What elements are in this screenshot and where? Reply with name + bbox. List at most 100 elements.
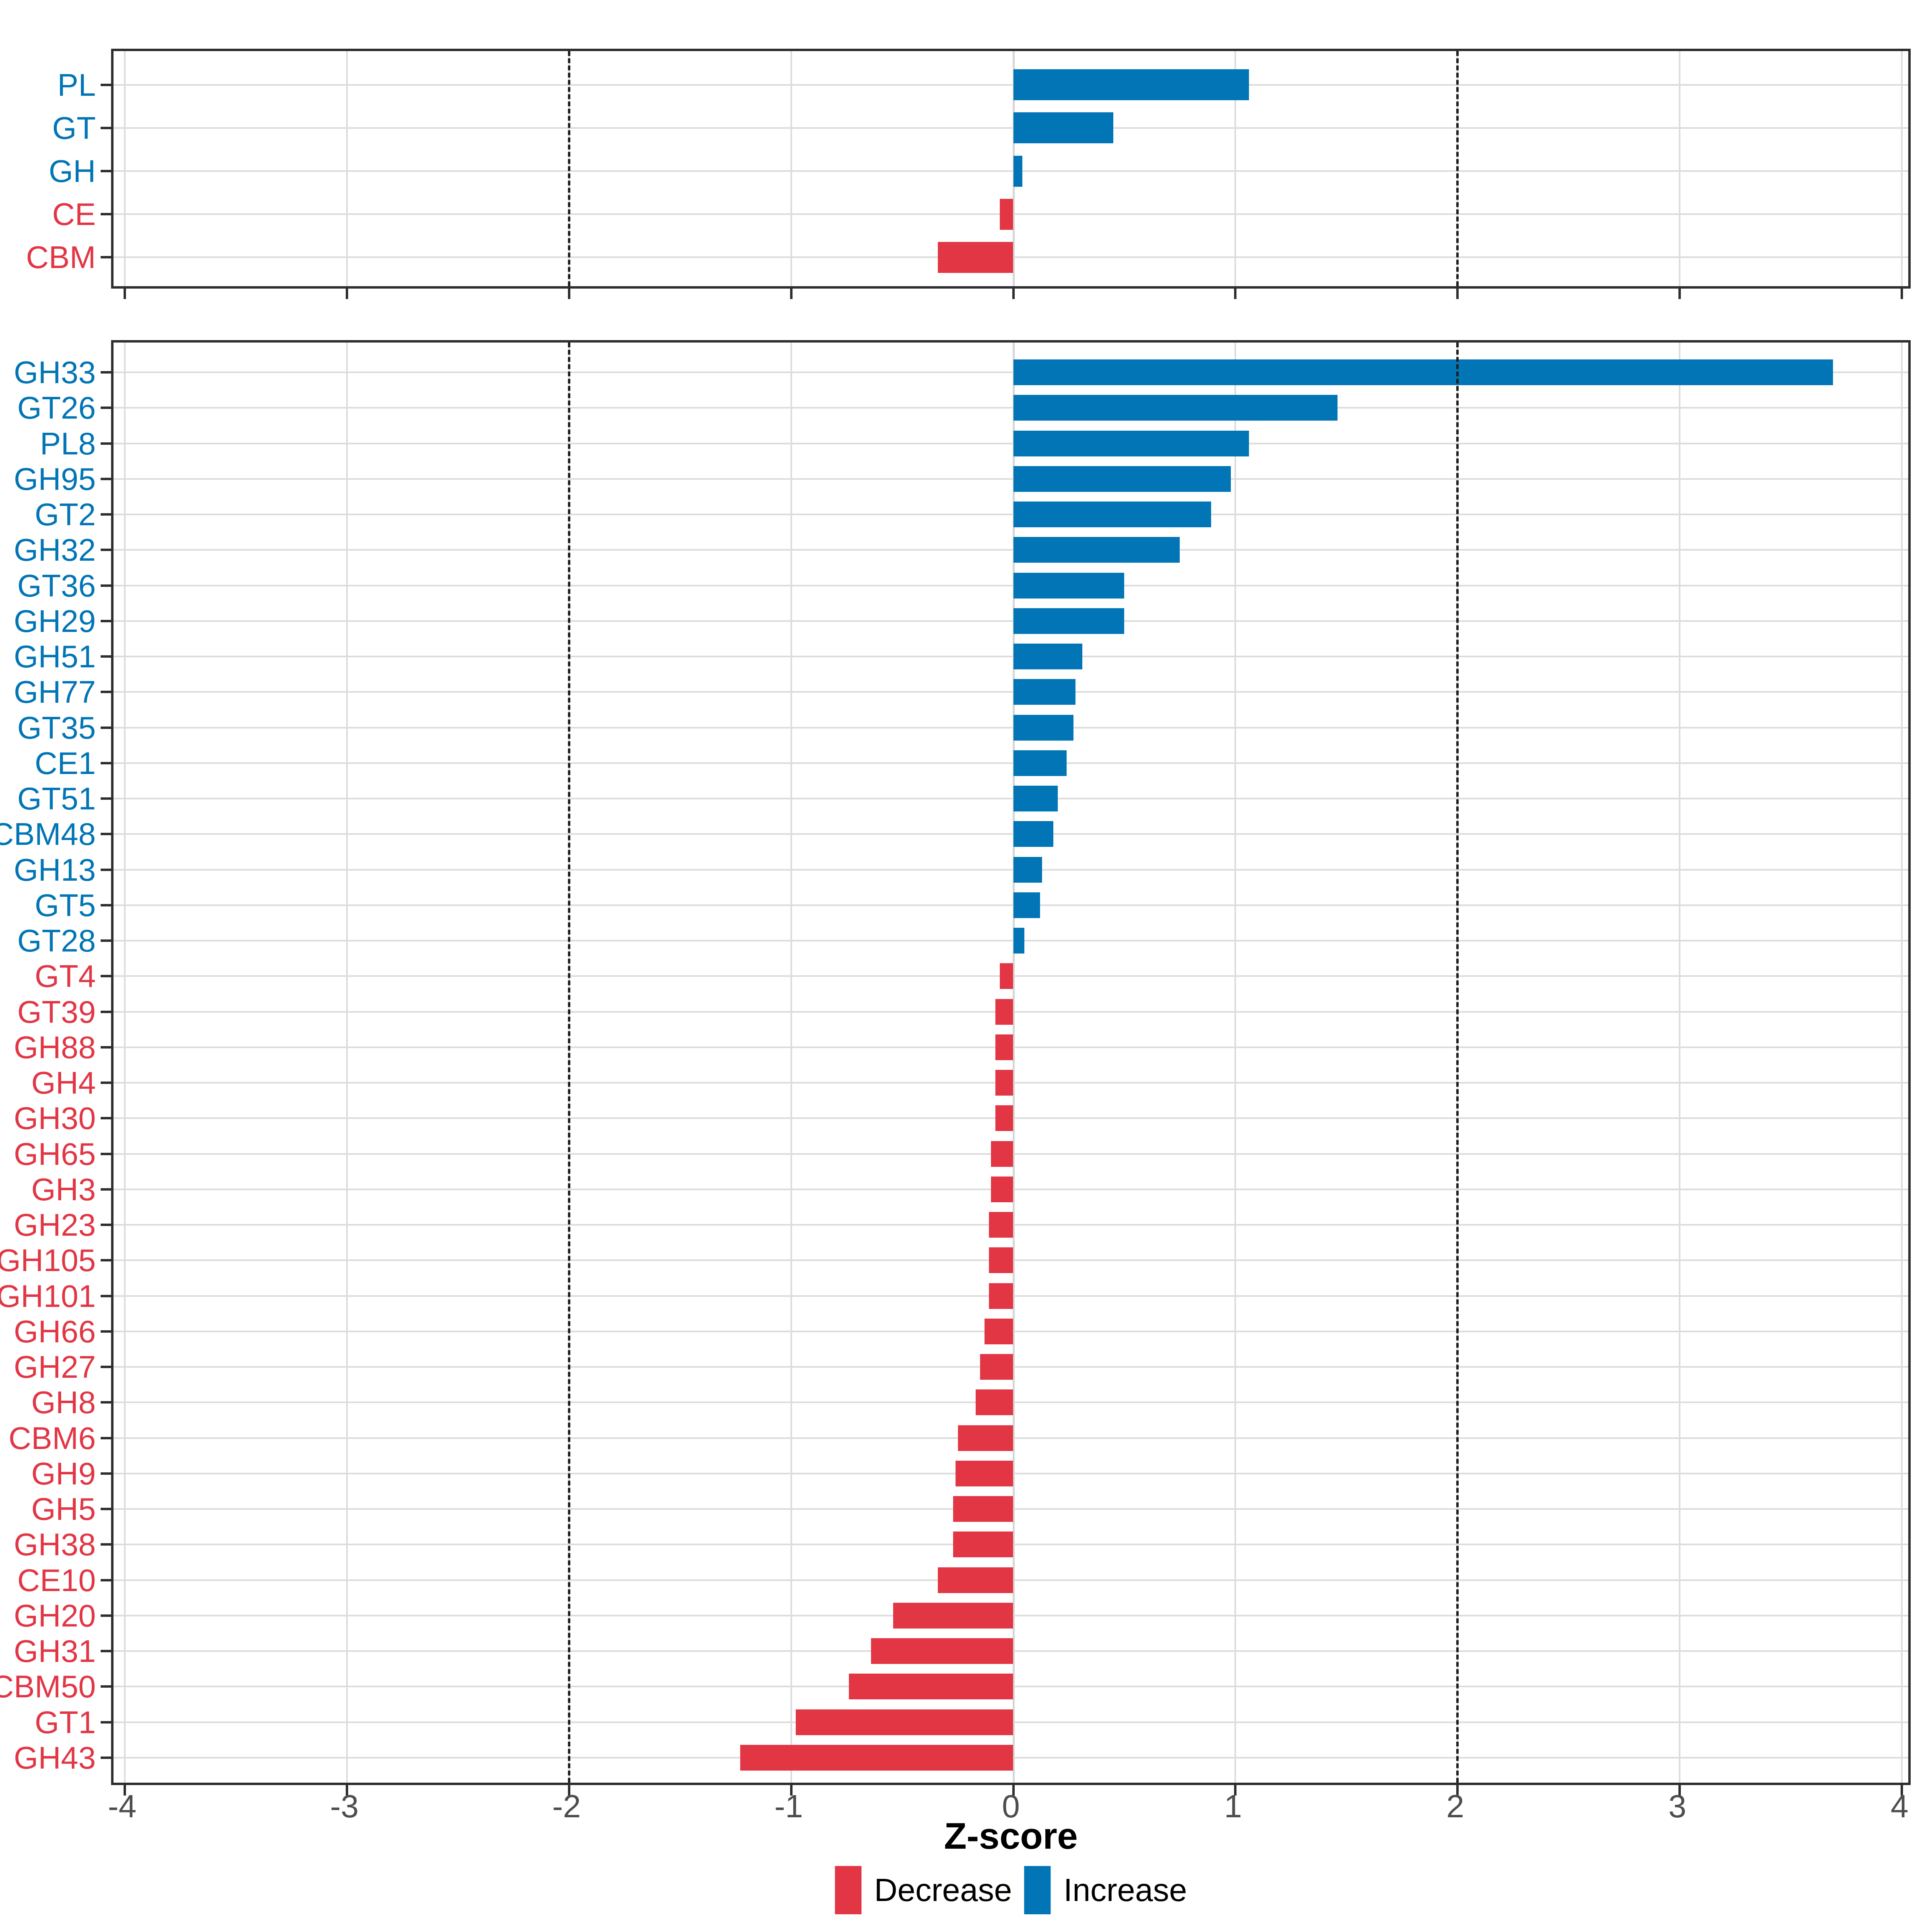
bar-CE1 [1013,750,1067,776]
category-label-CBM48: CBM48 [0,816,96,852]
v-gridline--1 [790,343,792,1783]
h-gridline [114,478,1908,480]
bar-GH95 [1013,466,1231,492]
category-label-PL8: PL8 [40,425,96,461]
legend-label-decrease: Decrease [874,1872,1012,1908]
bar-CE10 [937,1567,1013,1593]
x-tick-mark-3 [1678,289,1681,299]
h-gridline [114,584,1908,586]
y-tick-mark [101,1401,111,1404]
v-gridline-4 [1901,51,1903,286]
y-tick-mark [101,371,111,374]
h-gridline [114,727,1908,729]
bar-GH33 [1013,359,1833,386]
v-gridline--4 [124,51,126,286]
category-label-GT2: GT2 [35,497,96,533]
category-label-GH8: GH8 [31,1385,96,1420]
y-tick-mark [101,1756,111,1759]
y-tick-mark [101,1010,111,1013]
category-label-GH5: GH5 [31,1491,96,1527]
legend-swatch-increase [1024,1866,1051,1914]
legend-item-decrease: Decrease [834,1866,1012,1914]
bar-GH51 [1013,644,1082,670]
bar-GT28 [1013,928,1025,954]
bar-GH77 [1013,679,1076,705]
bar-GT35 [1013,714,1073,741]
x-tick-label-1: 1 [1224,1788,1242,1824]
panel-top: PL GT GH CE CBM [26,49,1911,299]
y-tick-mark [101,691,111,694]
x-tick-mark-3 [1678,1785,1681,1796]
x-tick-mark-1 [1234,1785,1237,1796]
bar-GH29 [1013,608,1125,634]
v-gridline-1 [1234,51,1236,286]
y-tick-mark [101,256,111,259]
bar-GH4 [995,1070,1013,1096]
h-gridline [114,762,1908,764]
category-label-GT36: GT36 [17,568,96,603]
category-label-CBM50: CBM50 [0,1669,96,1705]
bar-GH31 [871,1638,1013,1664]
bar-GT5 [1013,892,1040,918]
category-label-GH51: GH51 [14,639,96,675]
h-gridline [114,407,1908,409]
y-tick-mark [101,1294,111,1297]
x-tick-mark-2 [1456,289,1459,299]
category-label-GH101: GH101 [0,1278,96,1314]
y-tick-mark [101,1472,111,1475]
v-gridline-3 [1679,51,1681,286]
y-tick-mark [101,1259,111,1262]
y-tick-mark [101,655,111,658]
category-label-GH66: GH66 [14,1313,96,1349]
bar-CE [1000,198,1013,230]
bar-PL [1013,69,1249,101]
y-tick-mark [101,477,111,480]
x-tick-label-3: 3 [1668,1788,1686,1824]
y-tick-mark [101,170,111,172]
category-label-GH30: GH30 [14,1100,96,1136]
bar-GH38 [953,1532,1013,1558]
x-tick-mark--4 [123,289,126,299]
category-label-GH32: GH32 [14,532,96,568]
v-gridline--3 [346,343,348,1783]
bar-CBM6 [958,1425,1013,1451]
category-label-GH23: GH23 [14,1207,96,1243]
category-label-GH77: GH77 [14,674,96,710]
h-gridline [114,620,1908,622]
y-tick-mark [101,797,111,800]
x-tick-mark--4 [123,1785,126,1796]
x-tick-label-2: 2 [1446,1788,1464,1824]
h-gridline [114,656,1908,658]
x-tick-mark-0 [1012,1785,1015,1796]
bar-GH [1013,155,1022,187]
category-label-CBM: CBM [26,239,96,275]
category-label-GH33: GH33 [14,355,96,390]
category-label-GT39: GT39 [17,994,96,1030]
category-label-CE10: CE10 [17,1562,96,1598]
bar-GT26 [1013,395,1338,421]
h-gridline [114,84,1908,86]
bar-GH101 [989,1283,1013,1309]
y-tick-mark [101,1152,111,1155]
bar-GH32 [1013,537,1180,563]
y-tick-mark [101,1721,111,1724]
category-label-GH31: GH31 [14,1633,96,1669]
y-tick-mark [101,213,111,216]
bar-CBM [937,242,1013,273]
x-tick-label-0: 0 [1002,1788,1020,1824]
h-gridline [114,170,1908,172]
h-gridline [114,904,1908,906]
h-gridline [114,940,1908,942]
bar-GT [1013,112,1113,144]
category-label-GT4: GT4 [35,958,96,994]
v-gridline--3 [346,51,348,286]
v-gridline--1 [790,51,792,286]
y-tick-mark [101,939,111,942]
category-label-GH29: GH29 [14,603,96,639]
bar-GH8 [975,1389,1013,1416]
x-tick-label--1: -1 [774,1788,803,1824]
x-tick-mark-2 [1456,1785,1459,1796]
panel-bottom: GH33 GT26 PL8 GH95 GT2 GH32 GT36 GH29 GH51 GH77 GT… [0,340,1911,1796]
x-tick-mark--3 [345,289,348,299]
bar-GH13 [1013,857,1042,883]
